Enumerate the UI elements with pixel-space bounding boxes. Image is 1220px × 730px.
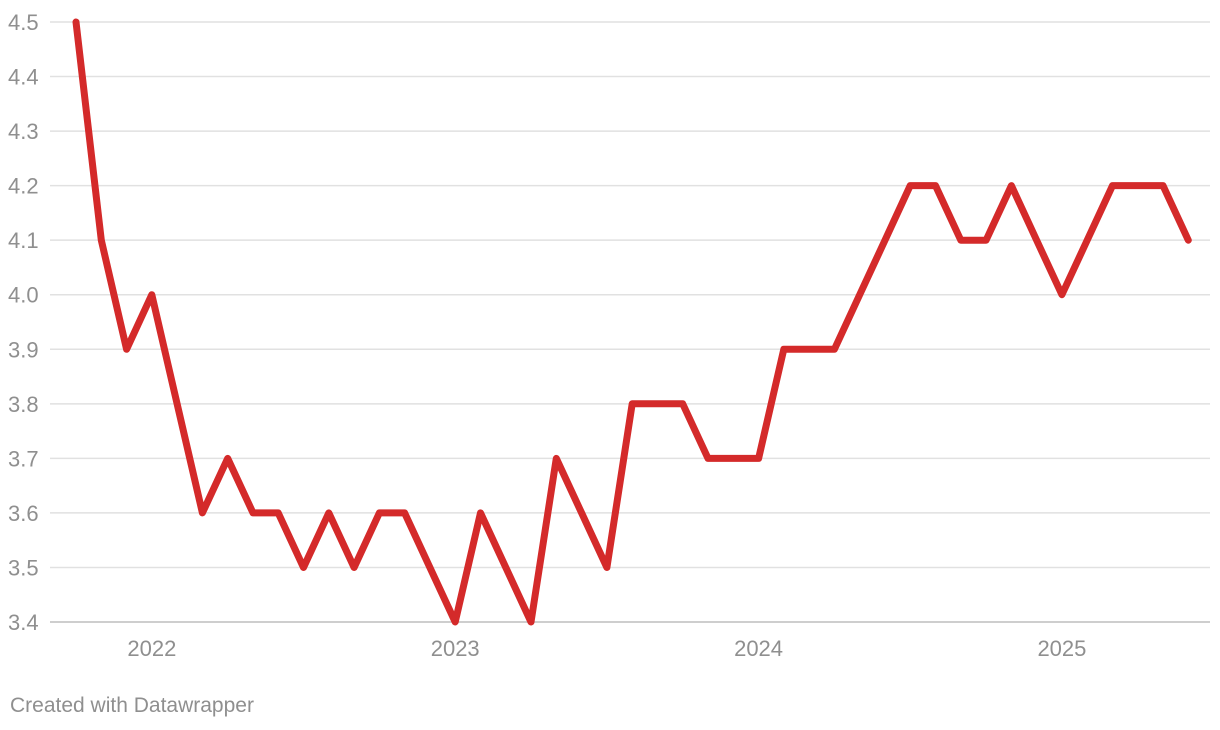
line-chart: 4.5 4.4 4.3 4.2 4.1 4.0 3.9 3.8 3.7 3.6 3.5 3.4 202…	[8, 10, 1210, 661]
y-tick-label: 4.3	[8, 119, 39, 144]
y-tick-label: 3.4	[8, 610, 39, 635]
y-tick-label: 4.0	[8, 283, 39, 308]
y-axis-ticks: 4.5 4.4 4.3 4.2 4.1 4.0 3.9 3.8 3.7 3.6 3.5 3.4	[8, 10, 39, 635]
y-tick-label: 3.7	[8, 446, 39, 471]
y-tick-label: 4.4	[8, 65, 39, 90]
y-tick-label: 3.5	[8, 555, 39, 580]
x-axis-ticks: 2022 2023 2024 2025	[127, 636, 1086, 661]
credit-text: Created with Datawrapper	[10, 694, 254, 717]
x-tick-label: 2024	[734, 636, 783, 661]
y-tick-label: 3.9	[8, 337, 39, 362]
y-tick-label: 3.6	[8, 501, 39, 526]
gridlines	[50, 21, 1210, 623]
series-line	[72, 18, 1192, 626]
x-tick-label: 2023	[431, 636, 480, 661]
x-tick-label: 2025	[1037, 636, 1086, 661]
y-tick-label: 3.8	[8, 392, 39, 417]
x-tick-label: 2022	[127, 636, 176, 661]
y-tick-label: 4.1	[8, 228, 39, 253]
y-tick-label: 4.5	[8, 10, 39, 35]
series-layer	[72, 18, 1192, 626]
y-tick-label: 4.2	[8, 174, 39, 199]
